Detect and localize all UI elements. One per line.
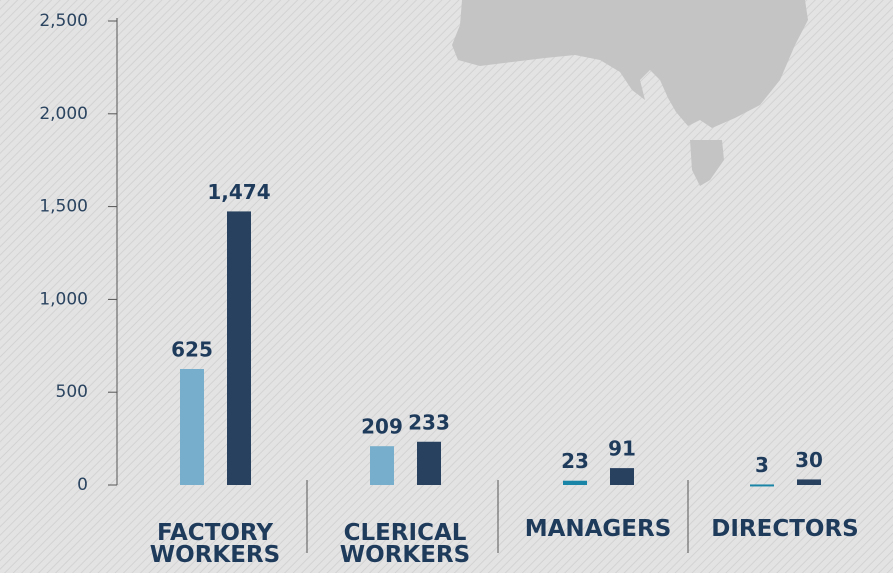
bar	[370, 446, 394, 485]
y-tick-label: 1,000	[39, 289, 88, 309]
data-label: 91	[608, 437, 636, 461]
data-label: 233	[408, 410, 450, 434]
data-label: 3	[755, 453, 769, 477]
y-tick-label: 1,500	[39, 197, 88, 217]
bar	[227, 211, 251, 485]
y-tick-label: 0	[77, 475, 88, 495]
map	[452, 0, 808, 186]
y-tick-label: 2,500	[39, 11, 88, 31]
bar	[180, 369, 204, 485]
bar	[610, 468, 634, 485]
data-label: 209	[361, 415, 403, 439]
x-tick-label: FACTORY WORKERS	[149, 520, 281, 568]
x-tick-label: DIRECTORS	[711, 516, 859, 542]
data-label: 30	[795, 448, 823, 472]
data-label: 625	[171, 338, 213, 362]
data-label: 23	[561, 449, 589, 473]
y-tick-label: 2,000	[39, 104, 88, 124]
y-tick-label: 500	[56, 382, 88, 402]
bar	[797, 479, 821, 485]
data-label: 1,474	[207, 180, 270, 204]
bar	[563, 480, 587, 485]
x-tick-label: CLERICAL WORKERS	[339, 520, 471, 568]
x-tick-label: MANAGERS	[524, 516, 672, 542]
bar	[417, 441, 441, 485]
bar	[750, 484, 774, 487]
